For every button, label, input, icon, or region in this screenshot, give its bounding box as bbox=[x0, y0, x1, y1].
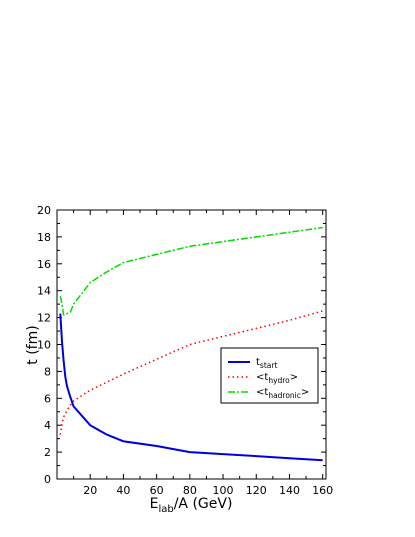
x-tick-label: 80 bbox=[183, 484, 197, 497]
x-axis-label: Elab/A (GeV) bbox=[150, 496, 233, 515]
y-tick-label: 10 bbox=[37, 339, 51, 352]
x-tick-label: 140 bbox=[279, 484, 300, 497]
x-tick-label: 40 bbox=[116, 484, 130, 497]
y-tick-label: 16 bbox=[37, 258, 51, 271]
y-tick-label: 18 bbox=[37, 231, 51, 244]
y-tick-label: 4 bbox=[44, 419, 51, 432]
series-layer bbox=[59, 226, 323, 462]
y-tick-label: 0 bbox=[44, 473, 51, 486]
legend-label-3: <thadronic> bbox=[256, 387, 309, 400]
legend-label-suffix: > bbox=[301, 387, 309, 398]
x-axis-label-sub: lab bbox=[158, 504, 173, 515]
legend-label-prefix: <t bbox=[256, 387, 268, 398]
x-tick-label: 120 bbox=[246, 484, 267, 497]
legend-label-sub: hydro bbox=[268, 376, 290, 385]
x-tick-label: 100 bbox=[213, 484, 234, 497]
legend-label-1: tstart bbox=[256, 357, 277, 370]
y-tick-label: 6 bbox=[44, 392, 51, 405]
legend-label-sub: start bbox=[260, 361, 278, 370]
x-tick-label: 60 bbox=[150, 484, 164, 497]
legend-label-prefix: t bbox=[256, 357, 260, 368]
legend-label-2: <thydro> bbox=[256, 372, 298, 385]
legend-label-suffix: > bbox=[290, 372, 298, 383]
y-tick-label: 14 bbox=[37, 285, 51, 298]
legend-label-sub: hadronic bbox=[268, 391, 301, 400]
x-tick-label: 160 bbox=[312, 484, 333, 497]
legend-box bbox=[220, 347, 319, 404]
x-tick-label: 20 bbox=[83, 484, 97, 497]
y-tick-label: 12 bbox=[37, 312, 51, 325]
y-tick-label: 20 bbox=[37, 204, 51, 217]
series-line-1 bbox=[59, 313, 323, 462]
legend: tstart<thydro><thadronic> bbox=[220, 347, 319, 404]
x-axis-label-rest: /A (GeV) bbox=[174, 496, 233, 512]
legend-label-prefix: <t bbox=[256, 372, 268, 383]
ticks-layer: 20 40 60 80 100 120 140 160 0 2 4 6 8 10 12 14 16 18 20 bbox=[37, 204, 333, 497]
y-axis-label: t (fm) bbox=[25, 325, 41, 364]
y-tick-label: 2 bbox=[44, 446, 51, 459]
x-axis-label-main: E bbox=[150, 496, 159, 512]
series-line-3 bbox=[59, 226, 323, 316]
y-tick-label: 8 bbox=[44, 365, 51, 378]
